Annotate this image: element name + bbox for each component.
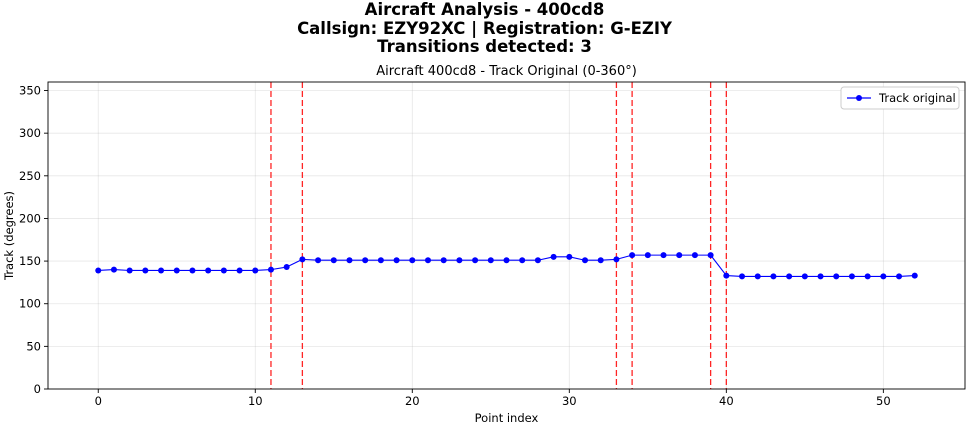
y-tick-label: 350: [19, 84, 41, 98]
data-point: [315, 257, 322, 264]
data-point: [503, 257, 510, 264]
data-point: [676, 252, 683, 259]
data-point: [220, 267, 227, 274]
data-point: [110, 266, 117, 273]
data-point: [723, 272, 730, 279]
data-point: [158, 267, 165, 274]
data-point: [346, 257, 353, 264]
data-point: [707, 252, 714, 259]
legend-marker: [856, 95, 862, 101]
x-axis-ticks: 0 10 20 30 40 50: [95, 389, 891, 408]
data-point: [126, 267, 133, 274]
data-point: [534, 257, 541, 264]
data-point: [896, 273, 903, 280]
data-point: [456, 257, 463, 264]
data-point: [236, 267, 243, 274]
data-point: [205, 267, 212, 274]
data-point: [833, 273, 840, 280]
data-point: [644, 252, 651, 259]
data-point: [189, 267, 196, 274]
x-axis-label: Point index: [475, 411, 539, 425]
y-tick-label: 200: [19, 211, 41, 225]
y-axis-ticks: 0 50 100 150 200 250 300 350: [19, 84, 48, 396]
x-tick-label: 50: [876, 394, 891, 408]
data-point: [786, 273, 793, 280]
legend-label: Track original: [878, 91, 956, 105]
suptitle-line-1: Aircraft Analysis - 400cd8: [364, 0, 605, 19]
data-point: [472, 257, 479, 264]
data-point: [597, 257, 604, 264]
data-point: [330, 257, 337, 264]
legend: Track original: [840, 86, 960, 110]
y-tick-label: 0: [34, 382, 41, 396]
data-point: [754, 273, 761, 280]
data-point: [487, 257, 494, 264]
data-point: [880, 273, 887, 280]
data-point: [629, 252, 636, 259]
data-point: [393, 257, 400, 264]
series-track-original: [95, 252, 918, 280]
x-tick-label: 0: [95, 394, 102, 408]
data-point: [770, 273, 777, 280]
transition-lines: [270, 82, 727, 389]
data-point: [440, 257, 447, 264]
data-point: [566, 253, 573, 260]
grid: [48, 82, 965, 390]
suptitle-line-2: Callsign: EZY92XC | Registration: G-EZIY: [297, 18, 672, 38]
data-point: [613, 256, 620, 263]
data-point: [817, 273, 824, 280]
data-point: [142, 267, 149, 274]
y-tick-label: 50: [26, 339, 41, 353]
legend-box: [840, 86, 960, 110]
data-point: [848, 273, 855, 280]
y-tick-label: 300: [19, 126, 41, 140]
chart-title: Aircraft 400cd8 - Track Original (0-360°…: [376, 64, 637, 79]
data-point: [864, 273, 871, 280]
data-point: [409, 257, 416, 264]
y-tick-label: 150: [19, 254, 41, 268]
y-tick-label: 100: [19, 297, 41, 311]
data-point: [252, 267, 259, 274]
data-point: [519, 257, 526, 264]
x-tick-label: 40: [719, 394, 734, 408]
x-tick-label: 30: [562, 394, 577, 408]
data-point: [362, 257, 369, 264]
data-point: [267, 266, 274, 273]
data-point: [173, 267, 180, 274]
data-point: [424, 257, 431, 264]
data-point: [95, 267, 102, 274]
data-point: [582, 257, 589, 264]
x-tick-label: 20: [405, 394, 420, 408]
data-point: [801, 273, 808, 280]
y-tick-label: 250: [19, 169, 41, 183]
data-point: [377, 257, 384, 264]
data-point: [739, 273, 746, 280]
data-point: [299, 256, 306, 263]
data-point: [911, 272, 918, 279]
plot-frame: [47, 81, 966, 390]
data-point: [691, 252, 698, 259]
data-point: [550, 253, 557, 260]
data-point: [283, 264, 290, 271]
data-point: [660, 252, 667, 259]
suptitle-line-3: Transitions detected: 3: [377, 37, 592, 56]
x-tick-label: 10: [248, 394, 263, 408]
y-axis-label: Track (degrees): [2, 191, 16, 281]
